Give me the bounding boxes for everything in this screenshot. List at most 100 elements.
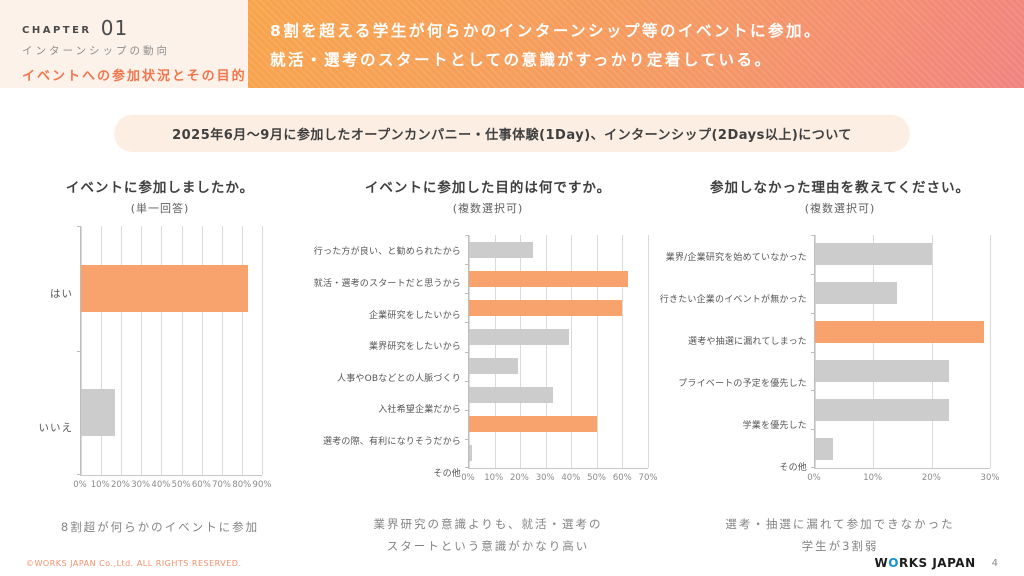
chart-nonparticipation-reason: 参加しなかった理由を教えてください。 (複数選択可) 業界/企業研究を始めていな… xyxy=(659,176,1000,558)
chart-caption: 選考・抽選に漏れて参加できなかった 学生が3割弱 xyxy=(690,514,990,558)
footer-right: WORKS JAPAN 4 xyxy=(875,556,998,570)
chart-title: イベントに参加した目的は何ですか。 xyxy=(364,180,612,196)
chapter-label: CHAPTER xyxy=(22,25,92,36)
axis-tick-label: 30% xyxy=(535,473,555,483)
axis-tick-label: 0% xyxy=(461,473,475,483)
bar-row xyxy=(469,235,648,264)
bar-orange xyxy=(469,416,597,433)
bar-gray xyxy=(81,389,116,437)
axis-tick-label: 30% xyxy=(980,473,1000,483)
gridline xyxy=(81,226,82,475)
category-label: 学業を優先した xyxy=(742,421,807,432)
headline-line1: 8割を超える学生が何らかのインターンシップ等のイベントに参加。 xyxy=(270,21,823,40)
gridline xyxy=(221,226,223,475)
category-axis-tick xyxy=(811,429,815,431)
gridline xyxy=(469,235,470,468)
category-labels: 業界/企業研究を始めていなかった 行きたい企業のイベントが無かった 選考や抽選に漏れ… xyxy=(659,235,814,488)
bar-gray xyxy=(815,282,897,305)
bar-orange xyxy=(815,321,985,344)
caption-line: 業界研究の意識よりも、就活・選考の xyxy=(373,517,603,531)
category-label: いいえ xyxy=(38,422,73,435)
bar-gray xyxy=(469,241,533,258)
caption-line: 学生が3割弱 xyxy=(801,538,879,553)
axis-tick-label: 10% xyxy=(863,473,883,483)
charts-row: イベントに参加しましたか。 (単一回答) はい いいえ 0% 10% 20% 30% 40… xyxy=(0,176,1024,558)
gridline xyxy=(571,235,573,468)
x-axis-ticks: 0% 10% 20% 30% xyxy=(807,473,999,488)
gridline xyxy=(520,235,522,468)
axis-tick-label: 0% xyxy=(73,480,87,490)
bar-orange xyxy=(469,299,623,316)
gridline xyxy=(241,226,243,475)
footer: ©WORKS JAPAN Co.,Ltd. ALL RIGHTS RESERVE… xyxy=(0,556,1024,570)
category-axis-tick xyxy=(811,390,815,392)
gridline xyxy=(873,235,875,468)
chart-caption: 8割超が何らかのイベントに参加 xyxy=(34,517,286,539)
category-axis-tick xyxy=(465,467,469,468)
category-labels: 行った方が良い、と勧められたから 就活・選考のスタートだと思うから 企業研究をしたい… xyxy=(313,235,468,488)
gridline xyxy=(161,226,163,475)
chart-subtitle: (複数選択可) xyxy=(452,202,524,215)
category-label: 人事やOBなどとの人脈づくり xyxy=(337,373,461,384)
gridline xyxy=(201,226,203,475)
category-labels: はい いいえ xyxy=(34,226,80,495)
gridline xyxy=(596,235,598,468)
category-axis-tick xyxy=(465,380,469,382)
header: CHAPTER 01 インターンシップの動向 イベントへの参加状況とその目的 8… xyxy=(0,0,1024,88)
category-label: プライベートの予定を優先した xyxy=(678,379,807,390)
category-axis-tick xyxy=(465,409,469,411)
axis-tick-label: 60% xyxy=(612,473,632,483)
category-axis-tick xyxy=(811,312,815,314)
category-label: 企業研究をしたいから xyxy=(368,310,461,321)
headline-banner: 8割を超える学生が何らかのインターンシップ等のイベントに参加。 就活・選考のスタ… xyxy=(248,0,1024,88)
category-label: 選考や抽選に漏れてしまった xyxy=(688,336,807,347)
axis-tick-label: 20% xyxy=(921,473,941,483)
logo-o-mark: O xyxy=(888,556,899,570)
category-axis-tick xyxy=(811,467,815,468)
chapter-block: CHAPTER 01 インターンシップの動向 イベントへの参加状況とその目的 xyxy=(0,0,248,88)
bar-gray xyxy=(815,437,833,460)
bar-plot xyxy=(465,235,649,469)
axis-tick-label: 80% xyxy=(232,480,252,490)
section-title: イベントへの参加状況とその目的 xyxy=(22,69,247,84)
subject-banner: 2025年6月〜9月に参加したオープンカンパニー・仕事体験(1Day)、インター… xyxy=(114,115,910,152)
axis-tick-label: 60% xyxy=(191,480,211,490)
bar-gray xyxy=(815,359,950,382)
axis-tick-label: 0% xyxy=(807,473,821,483)
category-label: 行きたい企業のイベントが無かった xyxy=(659,294,807,305)
bar-row xyxy=(81,226,262,351)
bar-gray xyxy=(815,398,950,421)
bar-row xyxy=(469,381,648,410)
category-label: 就活・選考のスタートだと思うから xyxy=(313,278,461,289)
plot-area: 0% 10% 20% 30% 40% 50% 60% 70% xyxy=(461,235,657,488)
gridline xyxy=(121,226,123,475)
axis-tick-label: 20% xyxy=(110,480,130,490)
bar-gray xyxy=(469,387,554,404)
x-axis-ticks: 0% 10% 20% 30% 40% 50% 60% 70% xyxy=(461,473,657,488)
plot-area: 0% 10% 20% 30% xyxy=(807,235,999,488)
gridline xyxy=(648,235,649,468)
gridline xyxy=(545,235,547,468)
gridline xyxy=(494,235,496,468)
chapter-number: 01 xyxy=(100,16,129,40)
gridline xyxy=(931,235,933,468)
category-label: 選考の際、有利になりそうだから xyxy=(322,437,461,448)
axis-tick-label: 10% xyxy=(484,473,504,483)
bar-row xyxy=(815,429,990,468)
bar-gray xyxy=(469,328,569,345)
axis-tick-label: 50% xyxy=(587,473,607,483)
category-label: その他 xyxy=(779,463,807,474)
logo-part1: W xyxy=(874,556,889,570)
bar-row xyxy=(815,235,990,274)
category-axis-tick xyxy=(465,264,469,266)
caption-line: 8割超が何らかのイベントに参加 xyxy=(60,520,260,534)
bar-row xyxy=(815,351,990,390)
logo-part2: RKS JAPAN xyxy=(898,556,976,570)
x-axis-ticks: 0% 10% 20% 30% 40% 50% 60% 70% 80% 90% xyxy=(73,480,271,495)
category-axis-tick xyxy=(465,235,469,236)
axis-tick-label: 40% xyxy=(561,473,581,483)
chart-title: イベントに参加しましたか。 xyxy=(65,180,255,196)
axis-tick-label: 40% xyxy=(151,480,171,490)
bar-gray xyxy=(469,445,472,462)
chart-title: 参加しなかった理由を教えてください。 xyxy=(710,180,970,196)
